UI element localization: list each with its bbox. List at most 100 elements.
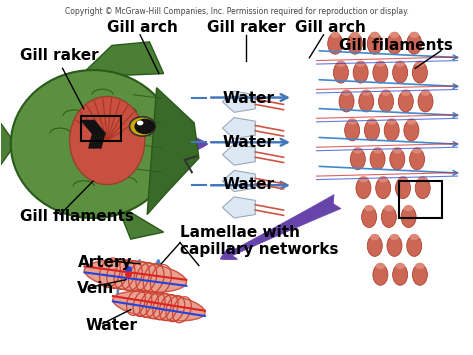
Ellipse shape: [393, 62, 408, 83]
Ellipse shape: [378, 91, 394, 112]
Ellipse shape: [404, 205, 413, 211]
Ellipse shape: [407, 235, 422, 256]
Ellipse shape: [370, 32, 379, 38]
Ellipse shape: [415, 61, 425, 67]
Ellipse shape: [336, 61, 346, 67]
Ellipse shape: [331, 32, 340, 38]
Text: Water: Water: [222, 135, 274, 150]
Ellipse shape: [361, 206, 377, 228]
Ellipse shape: [356, 178, 371, 199]
Ellipse shape: [364, 120, 379, 141]
Ellipse shape: [407, 33, 422, 54]
Ellipse shape: [410, 234, 419, 240]
Ellipse shape: [367, 118, 377, 125]
Ellipse shape: [350, 149, 365, 170]
Ellipse shape: [376, 263, 385, 269]
Polygon shape: [222, 170, 255, 192]
Ellipse shape: [113, 291, 205, 321]
Text: Artery: Artery: [78, 255, 132, 269]
Text: Water: Water: [222, 177, 274, 192]
Ellipse shape: [376, 178, 391, 199]
Ellipse shape: [401, 206, 416, 228]
Polygon shape: [222, 91, 255, 112]
Ellipse shape: [410, 32, 419, 38]
Ellipse shape: [415, 263, 425, 269]
Ellipse shape: [130, 117, 156, 136]
Ellipse shape: [345, 120, 359, 141]
Ellipse shape: [350, 32, 359, 38]
Text: Water: Water: [86, 318, 138, 333]
Ellipse shape: [404, 120, 419, 141]
Ellipse shape: [395, 263, 405, 269]
Ellipse shape: [412, 62, 428, 83]
Ellipse shape: [359, 91, 374, 112]
Ellipse shape: [367, 235, 382, 256]
Polygon shape: [79, 42, 164, 77]
Ellipse shape: [339, 91, 354, 112]
Text: Gill arch: Gill arch: [107, 20, 178, 35]
Ellipse shape: [407, 118, 416, 125]
Polygon shape: [0, 91, 16, 197]
Ellipse shape: [364, 205, 374, 211]
Polygon shape: [222, 197, 255, 218]
Ellipse shape: [333, 62, 349, 83]
Ellipse shape: [348, 118, 357, 125]
Ellipse shape: [390, 149, 405, 170]
Ellipse shape: [384, 120, 399, 141]
Ellipse shape: [356, 61, 365, 67]
Ellipse shape: [387, 118, 396, 125]
Ellipse shape: [342, 89, 351, 96]
Ellipse shape: [418, 176, 428, 182]
Ellipse shape: [353, 62, 368, 83]
Ellipse shape: [412, 264, 428, 285]
Text: Gill arch: Gill arch: [295, 20, 366, 35]
Ellipse shape: [370, 149, 385, 170]
Ellipse shape: [348, 33, 362, 54]
Ellipse shape: [373, 264, 388, 285]
Text: Copyright © McGraw-Hill Companies, Inc. Permission required for reproduction or : Copyright © McGraw-Hill Companies, Inc. …: [64, 7, 409, 16]
Polygon shape: [222, 118, 255, 139]
Ellipse shape: [328, 33, 343, 54]
Ellipse shape: [361, 89, 371, 96]
Ellipse shape: [378, 176, 388, 182]
Ellipse shape: [401, 89, 411, 96]
Circle shape: [134, 119, 155, 134]
Polygon shape: [116, 204, 164, 239]
Text: Gill raker: Gill raker: [207, 20, 285, 35]
Ellipse shape: [384, 205, 394, 211]
Ellipse shape: [395, 178, 411, 199]
Polygon shape: [222, 144, 255, 165]
Text: Lamellae with
capillary networks: Lamellae with capillary networks: [180, 225, 339, 257]
Ellipse shape: [387, 33, 402, 54]
Ellipse shape: [359, 176, 368, 182]
Ellipse shape: [398, 91, 413, 112]
Ellipse shape: [70, 97, 145, 185]
Ellipse shape: [84, 260, 186, 292]
Ellipse shape: [373, 147, 382, 154]
Ellipse shape: [390, 234, 399, 240]
Polygon shape: [147, 88, 199, 214]
Ellipse shape: [381, 206, 396, 228]
Ellipse shape: [390, 32, 399, 38]
Ellipse shape: [395, 61, 405, 67]
Circle shape: [137, 120, 143, 125]
Ellipse shape: [373, 62, 388, 83]
Text: Gill filaments: Gill filaments: [339, 38, 453, 53]
Text: Vein: Vein: [77, 281, 114, 296]
Ellipse shape: [370, 234, 379, 240]
Text: Gill filaments: Gill filaments: [20, 209, 134, 224]
Ellipse shape: [421, 89, 430, 96]
Text: Water: Water: [222, 91, 274, 106]
Ellipse shape: [393, 264, 408, 285]
Ellipse shape: [410, 149, 425, 170]
Ellipse shape: [11, 70, 175, 218]
Ellipse shape: [398, 176, 408, 182]
Ellipse shape: [412, 147, 422, 154]
Ellipse shape: [381, 89, 391, 96]
Ellipse shape: [415, 178, 430, 199]
Ellipse shape: [393, 147, 402, 154]
Ellipse shape: [367, 33, 382, 54]
Ellipse shape: [387, 235, 402, 256]
Ellipse shape: [418, 91, 433, 112]
Bar: [399, 181, 442, 218]
